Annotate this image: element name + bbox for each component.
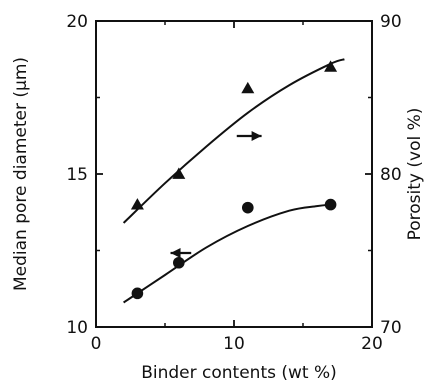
fit-curves	[122, 58, 345, 304]
x-tick-label: 20	[361, 334, 383, 354]
left-arrow-head	[170, 248, 181, 258]
y-left-tick-label: 10	[66, 318, 88, 338]
y-right-axis-title: Porosity (vol %)	[405, 108, 425, 241]
triangle-marker	[241, 81, 255, 94]
y-left-axis-title: Median pore diameter (μm)	[11, 57, 31, 291]
x-tick-label: 0	[91, 334, 102, 354]
y-right-tick-label: 90	[380, 12, 402, 32]
y-left-tick-label: 15	[66, 165, 88, 185]
axes-group	[95, 20, 373, 328]
right-arrow-head	[251, 131, 262, 141]
triangle-marker	[324, 60, 338, 72]
circle-marker	[242, 201, 254, 214]
x-axis-title: Binder contents (wt %)	[141, 363, 337, 383]
fit-curve-circle	[123, 203, 331, 304]
circle-marker	[173, 256, 185, 269]
circle-marker	[324, 198, 337, 211]
direction-arrows	[170, 131, 262, 258]
triangle-marker	[130, 198, 144, 210]
y-right-tick-label: 80	[380, 165, 402, 185]
y-left-tick-label: 20	[66, 12, 88, 32]
x-tick-label: 10	[223, 334, 245, 354]
data-markers	[130, 60, 338, 300]
y-right-tick-label: 70	[380, 318, 402, 338]
circle-marker	[131, 287, 144, 300]
fit-curve-triangle	[122, 58, 345, 224]
triangle-marker	[172, 167, 186, 179]
